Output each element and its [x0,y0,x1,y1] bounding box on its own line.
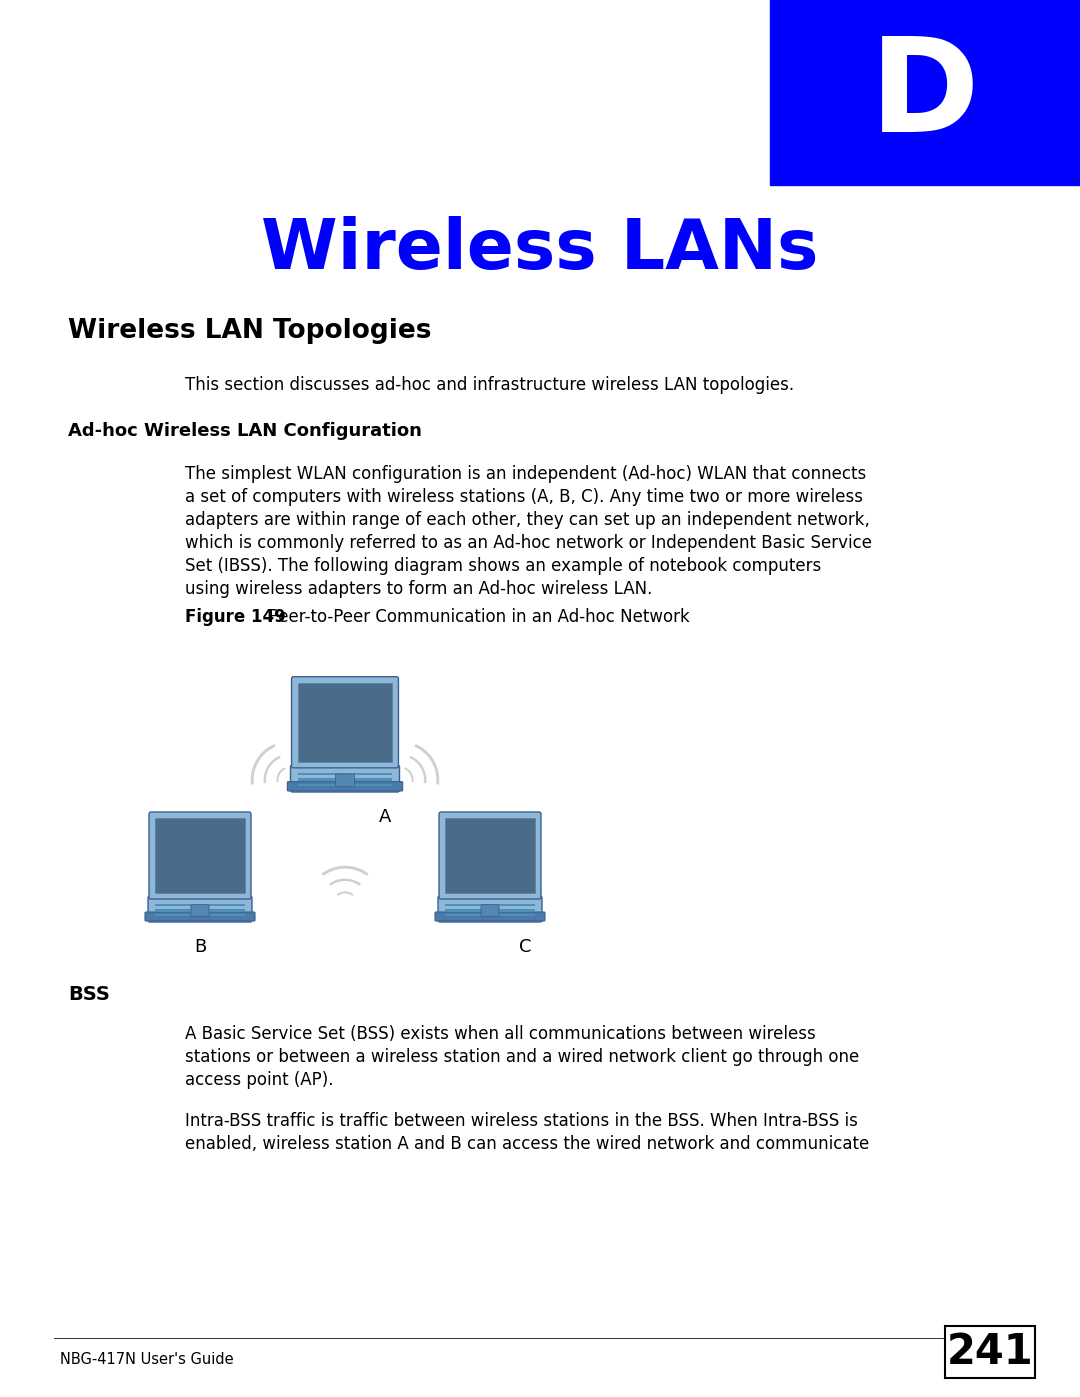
Bar [156,909,245,911]
Text: Peer-to-Peer Communication in an Ad-hoc Network: Peer-to-Peer Communication in an Ad-hoc … [253,608,690,626]
Text: NBG-417N User's Guide: NBG-417N User's Guide [60,1352,233,1368]
FancyBboxPatch shape [145,912,255,921]
Text: Intra-BSS traffic is traffic between wireless stations in the BSS. When Intra-BS: Intra-BSS traffic is traffic between wir… [185,1112,858,1130]
FancyBboxPatch shape [191,905,210,916]
FancyBboxPatch shape [291,766,400,792]
Bar [298,778,392,781]
Text: 241: 241 [947,1331,1034,1373]
Text: a set of computers with wireless stations (A, B, C). Any time two or more wirele: a set of computers with wireless station… [185,488,863,506]
Text: A: A [379,807,391,826]
Bar [770,0,1080,184]
Text: which is commonly referred to as an Ad-hoc network or Independent Basic Service: which is commonly referred to as an Ad-h… [185,534,872,552]
FancyBboxPatch shape [336,774,354,787]
Text: enabled, wireless station A and B can access the wired network and communicate: enabled, wireless station A and B can ac… [185,1134,869,1153]
FancyBboxPatch shape [435,912,545,921]
Text: stations or between a wireless station and a wired network client go through one: stations or between a wireless station a… [185,1048,860,1066]
Text: C: C [518,937,531,956]
Text: A Basic Service Set (BSS) exists when all communications between wireless: A Basic Service Set (BSS) exists when al… [185,1025,815,1044]
Text: Ad-hoc Wireless LAN Configuration: Ad-hoc Wireless LAN Configuration [68,422,422,440]
Text: Set (IBSS). The following diagram shows an example of notebook computers: Set (IBSS). The following diagram shows … [185,557,821,576]
Bar [445,904,535,907]
FancyBboxPatch shape [481,905,499,916]
Text: BSS: BSS [68,985,110,1004]
FancyBboxPatch shape [149,812,251,900]
Bar [945,1326,1035,1377]
Text: B: B [194,937,206,956]
Text: Wireless LANs: Wireless LANs [261,217,819,284]
Bar [445,914,535,916]
Text: Figure 149: Figure 149 [185,608,286,626]
Bar [298,784,392,787]
FancyBboxPatch shape [438,895,542,922]
Bar [445,819,535,893]
Bar [156,914,245,916]
Text: adapters are within range of each other, they can set up an independent network,: adapters are within range of each other,… [185,511,869,529]
FancyBboxPatch shape [287,782,403,791]
Text: The simplest WLAN configuration is an independent (Ad-hoc) WLAN that connects: The simplest WLAN configuration is an in… [185,465,866,483]
FancyBboxPatch shape [438,812,541,900]
Bar [156,819,245,893]
Bar [156,904,245,907]
Bar [298,683,392,761]
Text: D: D [870,32,980,158]
FancyBboxPatch shape [148,895,252,922]
Text: This section discusses ad-hoc and infrastructure wireless LAN topologies.: This section discusses ad-hoc and infras… [185,376,794,394]
Text: using wireless adapters to form an Ad-hoc wireless LAN.: using wireless adapters to form an Ad-ho… [185,580,652,598]
Bar [445,909,535,911]
Text: access point (AP).: access point (AP). [185,1071,334,1090]
FancyBboxPatch shape [292,676,399,768]
Text: Wireless LAN Topologies: Wireless LAN Topologies [68,319,432,344]
Bar [298,773,392,775]
